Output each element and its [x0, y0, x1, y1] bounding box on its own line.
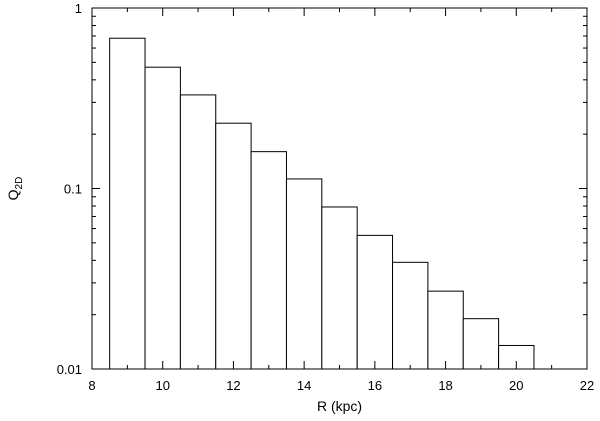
histogram-bar: [215, 122, 252, 370]
x-tick-label: 22: [580, 378, 594, 393]
y-axis-label-base: Q: [5, 189, 21, 200]
plot-frame: [91, 7, 588, 370]
y-tick-label: 0.1: [64, 182, 82, 197]
histogram-bar: [427, 290, 464, 370]
x-tick-label: 10: [155, 378, 169, 393]
x-tick-label: 18: [438, 378, 452, 393]
x-tick-label: 8: [88, 378, 95, 393]
x-tick-label: 16: [368, 378, 382, 393]
tick-labels-group: 8 10 12 14 16 18 20 22 0.01 0.1 1: [57, 1, 595, 393]
x-tick-label: 14: [297, 378, 311, 393]
y-axis-label-subscript: 2D: [14, 177, 25, 190]
x-tick-label: 20: [509, 378, 523, 393]
histogram-bar: [179, 94, 217, 370]
histogram-bar: [392, 261, 429, 370]
histogram-bar: [285, 178, 323, 370]
histogram-bar: [356, 234, 394, 370]
y-tick-label: 1: [75, 1, 82, 16]
x-axis-label: R (kpc): [317, 398, 362, 414]
histogram-bar: [321, 206, 358, 370]
histogram-bar: [250, 151, 287, 370]
histogram-bar: [462, 318, 500, 370]
ticks-group: [91, 7, 588, 370]
y-tick-label: 0.01: [57, 362, 82, 377]
histogram-bar: [144, 66, 181, 370]
y-axis-label: Q2D: [5, 177, 25, 201]
bars-group: [109, 37, 535, 370]
x-tick-label: 12: [226, 378, 240, 393]
histogram-bar: [109, 37, 146, 370]
